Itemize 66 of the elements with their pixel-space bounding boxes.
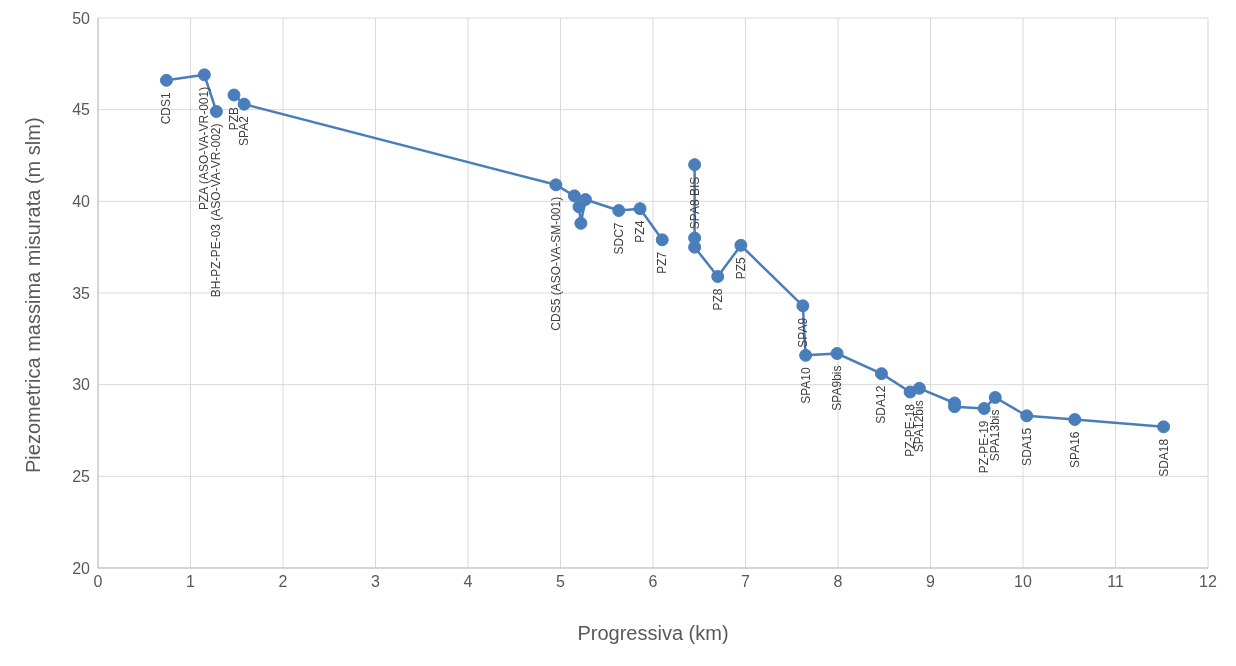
point (734, 238, 748, 252)
point (688, 158, 702, 172)
y-tick-label: 40 (72, 193, 91, 211)
point (988, 391, 1002, 404)
annotation: SPA10 (798, 367, 813, 404)
x-tick-label: 9 (926, 573, 936, 591)
annotation: PZ8 (710, 288, 725, 311)
point (1068, 413, 1082, 426)
point (655, 233, 669, 247)
point (977, 402, 991, 415)
annotation: SDA15 (1019, 427, 1034, 466)
point (612, 204, 626, 217)
point (688, 240, 702, 254)
annotation: SDA18 (1156, 438, 1171, 477)
point (197, 68, 211, 82)
annotation: SPA9 (795, 317, 810, 348)
point (574, 216, 588, 230)
x-tick-label: 4 (463, 573, 473, 591)
point (830, 347, 844, 360)
x-tick-label: 12 (1199, 573, 1217, 591)
point (1020, 409, 1034, 423)
point (796, 299, 810, 313)
point (567, 189, 581, 203)
y-tick-label: 35 (72, 284, 91, 302)
point (799, 348, 813, 362)
point (227, 88, 241, 102)
x-tick-label: 2 (278, 573, 288, 591)
point (711, 270, 725, 283)
annotation: SPA8 BIS (687, 176, 702, 230)
annotation: SDC7 (611, 222, 626, 255)
annotation: CDS5 (ASO-VA-SM-001) (548, 196, 563, 331)
annotation: PZA (ASO-VA-VR-001) (197, 86, 212, 210)
annotation: SPA16 (1067, 431, 1082, 468)
point (1157, 420, 1171, 434)
annotation: SDA12 (874, 385, 889, 424)
annotation: SPA9bis (830, 365, 845, 411)
point (237, 97, 251, 111)
x-axis-title: Progressiva (km) (577, 622, 729, 644)
point (633, 202, 647, 216)
point (578, 193, 592, 206)
annotation: PZ7 (655, 251, 670, 274)
y-tick-label: 20 (72, 559, 91, 577)
annotation: PZ4 (633, 220, 648, 243)
point (159, 73, 173, 87)
x-tick-label: 5 (556, 573, 566, 591)
y-tick-label: 50 (72, 9, 91, 27)
y-tick-label: 45 (72, 101, 91, 119)
annotation: CDS1 (159, 92, 174, 125)
x-tick-label: 10 (1014, 573, 1032, 591)
x-tick-label: 6 (648, 573, 658, 591)
y-axis-title: Piezometrica massima misurata (m slm) (22, 117, 45, 473)
point (874, 367, 888, 381)
x-tick-label: 11 (1107, 573, 1124, 591)
x-tick-label: 1 (186, 573, 196, 591)
y-tick-label: 25 (72, 468, 91, 486)
y-tick-label: 30 (72, 376, 91, 394)
annotation: SPA13bis (988, 409, 1003, 462)
annotation: SPA2 (237, 115, 252, 146)
point (912, 381, 926, 395)
x-tick-label: 0 (93, 573, 103, 591)
annotation: BH-PZ-PE-03 (ASO-VA-VR-002) (209, 123, 224, 298)
x-tick-label: 3 (371, 573, 381, 591)
annotation: PZ5 (733, 257, 748, 280)
x-tick-label: 8 (833, 573, 843, 591)
point (549, 178, 563, 192)
x-tick-label: 7 (741, 573, 751, 591)
